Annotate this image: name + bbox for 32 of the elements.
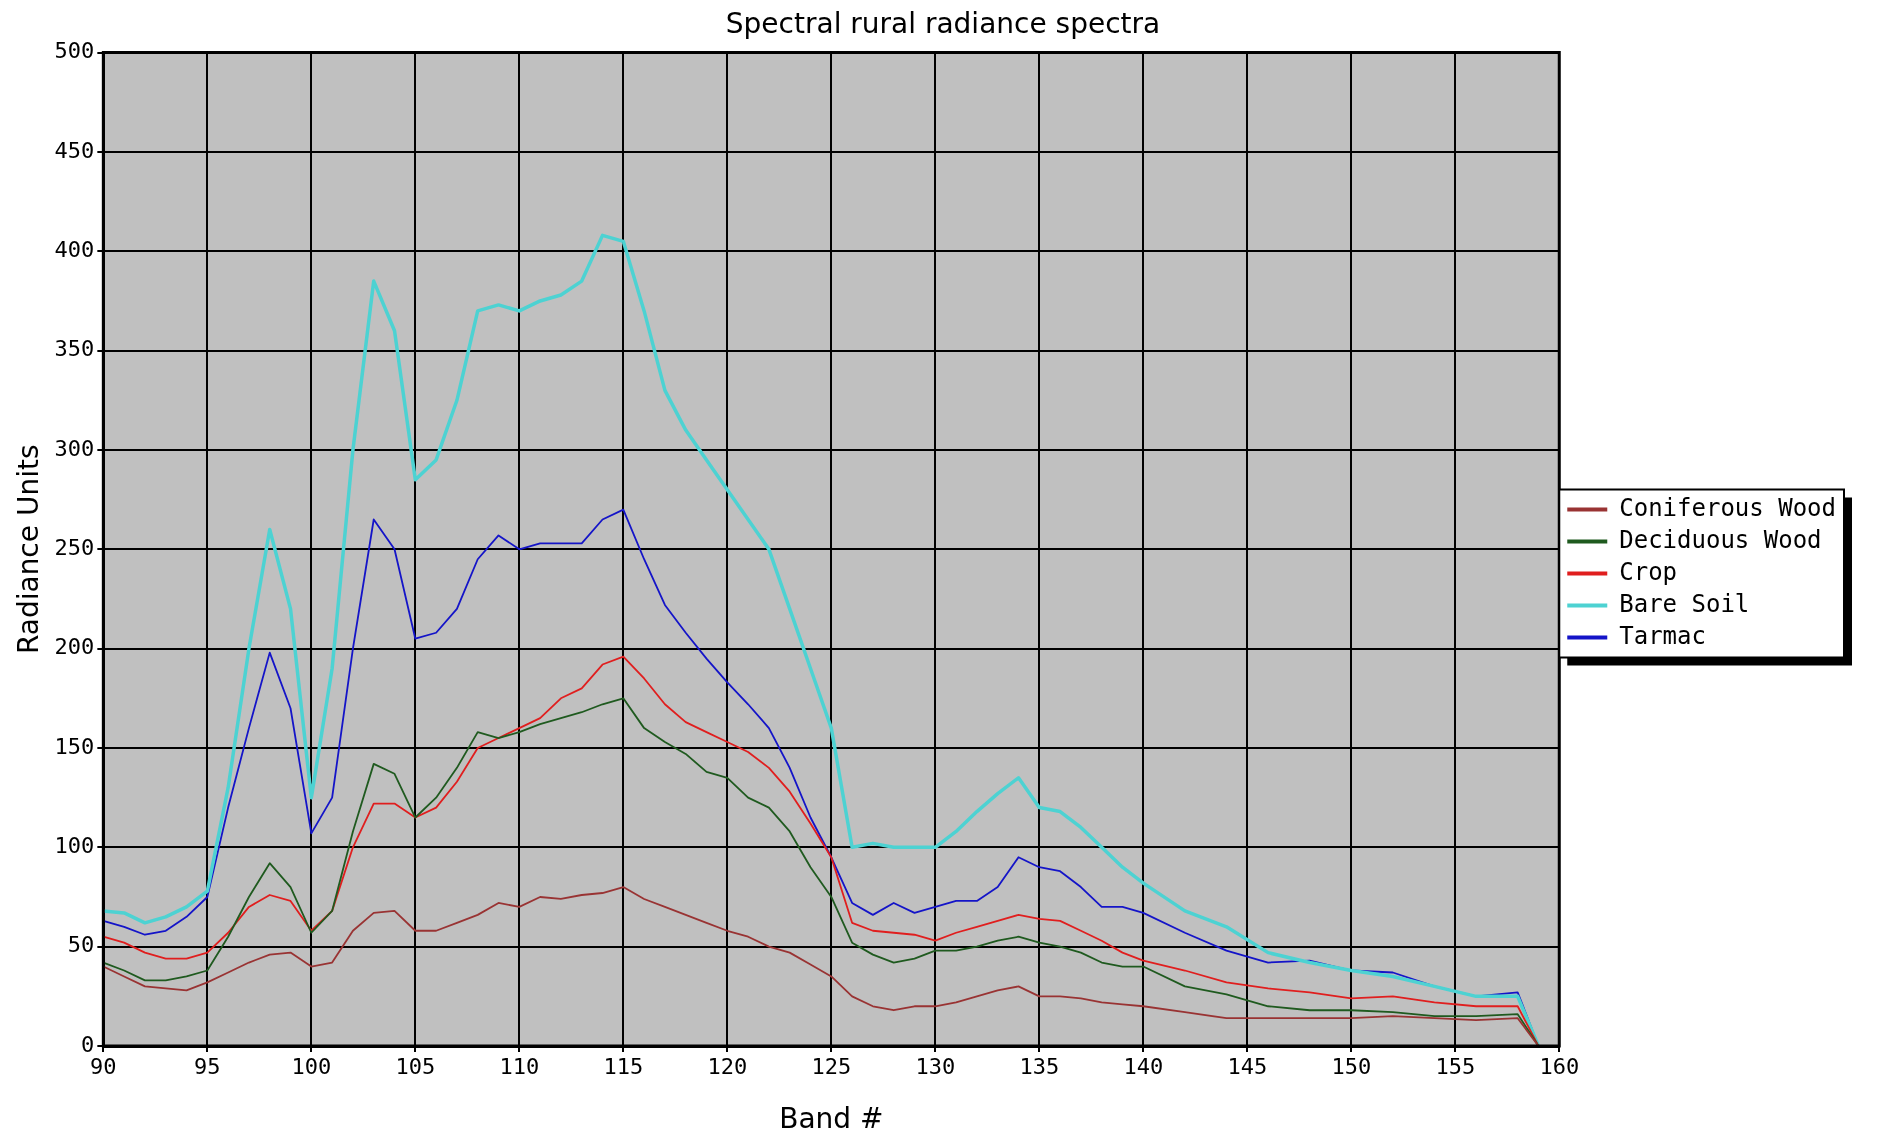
x-tick-label: 145 bbox=[1227, 1053, 1268, 1079]
x-tick-label: 150 bbox=[1331, 1053, 1372, 1079]
legend-label: Crop bbox=[1619, 557, 1678, 586]
y-tick-label: 300 bbox=[54, 435, 95, 461]
y-tick-label: 500 bbox=[54, 38, 95, 64]
y-tick-label: 150 bbox=[54, 733, 95, 759]
x-tick-label: 125 bbox=[811, 1053, 852, 1079]
x-tick-label: 115 bbox=[603, 1053, 644, 1079]
x-tick-label: 120 bbox=[707, 1053, 748, 1079]
y-tick-label: 350 bbox=[54, 336, 95, 362]
y-tick-label: 400 bbox=[54, 237, 95, 262]
y-tick-label: 450 bbox=[54, 137, 95, 163]
x-tick-label: 140 bbox=[1123, 1053, 1164, 1079]
x-tick-label: 155 bbox=[1435, 1053, 1476, 1079]
y-tick-label: 100 bbox=[54, 833, 95, 859]
x-tick-label: 135 bbox=[1019, 1053, 1060, 1079]
legend-label: Coniferous Wood bbox=[1619, 493, 1837, 522]
legend-label: Deciduous Wood bbox=[1619, 525, 1822, 554]
y-axis-title: Radiance Units bbox=[12, 444, 46, 655]
x-tick-label: 160 bbox=[1539, 1053, 1580, 1079]
y-tick-label: 250 bbox=[54, 535, 95, 561]
x-tick-label: 95 bbox=[194, 1053, 221, 1079]
x-tick-label: 110 bbox=[499, 1053, 540, 1079]
legend-label: Tarmac bbox=[1619, 621, 1706, 650]
chart-title: Spectral rural radiance spectra bbox=[725, 7, 1161, 41]
x-tick-label: 100 bbox=[291, 1053, 332, 1079]
y-tick-label: 200 bbox=[54, 634, 95, 660]
legend-label: Bare Soil bbox=[1619, 589, 1750, 618]
y-tick-label: 50 bbox=[67, 932, 95, 958]
x-axis-title: Band # bbox=[779, 1102, 884, 1136]
x-tick-label: 130 bbox=[915, 1053, 956, 1079]
x-tick-label: 105 bbox=[395, 1053, 436, 1079]
